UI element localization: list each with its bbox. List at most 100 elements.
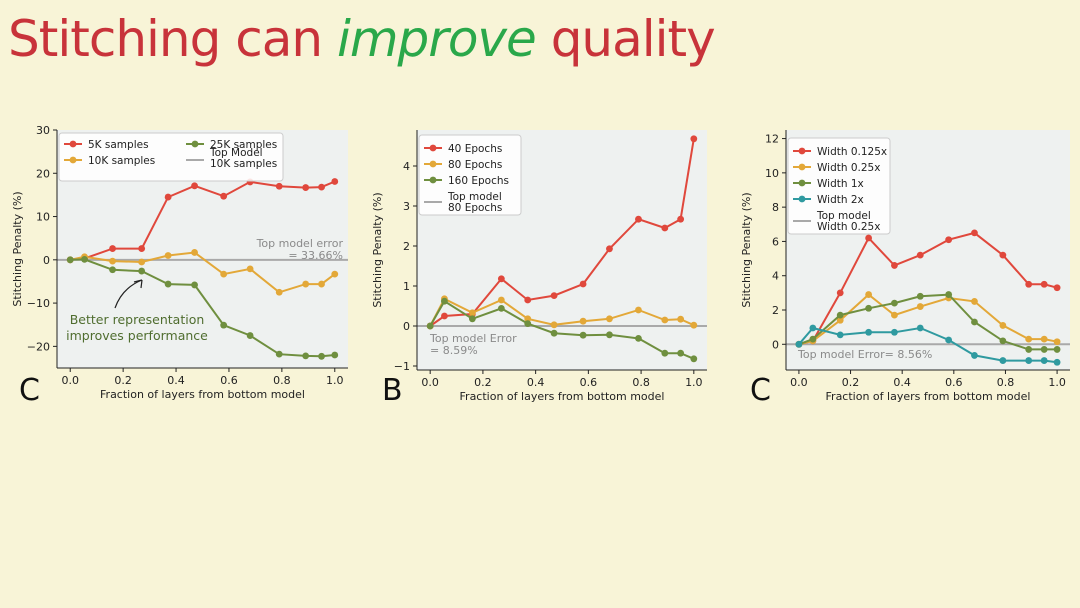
data-point — [164, 252, 172, 259]
data-point — [275, 182, 283, 190]
y-axis-label: Stitching Penalty (%) — [11, 191, 24, 306]
x-tick-label: 0.6 — [580, 376, 598, 389]
y-tick-label: 10 — [765, 167, 779, 180]
legend-marker — [429, 176, 437, 184]
y-tick-label: 10 — [36, 211, 50, 224]
data-point — [606, 245, 613, 253]
data-point — [999, 357, 1007, 364]
y-tick-label: 30 — [36, 124, 50, 137]
legend-label: Width 1x — [817, 178, 864, 190]
data-point — [138, 245, 146, 252]
data-point — [109, 266, 116, 274]
data-point — [81, 255, 88, 263]
data-point — [916, 303, 924, 310]
data-point — [426, 322, 434, 330]
data-point — [865, 304, 873, 312]
data-point — [836, 289, 844, 297]
data-point — [1025, 346, 1033, 353]
x-tick-label: 0.4 — [167, 374, 185, 387]
legend-box — [418, 134, 522, 216]
data-point — [524, 296, 532, 304]
data-point — [1040, 346, 1048, 353]
reference-label: Top model Error= 8.56% — [797, 348, 932, 361]
x-tick-label: 0.2 — [114, 374, 132, 387]
y-tick-label: 6 — [772, 235, 779, 248]
data-point — [1053, 358, 1061, 366]
legend-label: 40 Epochs — [448, 143, 502, 155]
annotation-text: Better representation improves performanc… — [66, 312, 208, 343]
data-point — [971, 352, 978, 359]
data-point — [891, 299, 898, 307]
data-point — [1025, 335, 1033, 343]
data-point — [677, 349, 685, 357]
data-point — [809, 324, 817, 332]
x-tick-label: 0.2 — [474, 376, 492, 389]
x-tick-label: 0.0 — [421, 376, 439, 389]
legend-label: 25K samples — [210, 139, 277, 151]
x-tick-label: 0.8 — [273, 374, 291, 387]
x-tick-label: 0.8 — [997, 376, 1015, 389]
data-point — [999, 251, 1007, 259]
legend-label: Width 0.25x — [817, 162, 880, 174]
data-point — [891, 311, 898, 319]
legend-label: 80 Epochs — [448, 159, 502, 171]
x-tick-label: 0.0 — [61, 374, 79, 387]
x-tick-label: 1.0 — [685, 376, 703, 389]
legend-label: 10K samples — [88, 155, 155, 167]
x-axis-label: Fraction of layers from bottom model — [100, 388, 305, 401]
y-tick-label: −1 — [394, 360, 410, 373]
data-point — [635, 335, 642, 342]
x-axis-label: Fraction of layers from bottom model — [826, 390, 1031, 403]
data-point — [550, 329, 558, 337]
data-point — [916, 251, 924, 259]
data-point — [191, 182, 198, 190]
data-point — [690, 135, 698, 143]
panel-label: B — [382, 373, 403, 408]
x-tick-label: 1.0 — [326, 374, 344, 387]
data-point — [164, 280, 172, 288]
x-tick-label: 0.8 — [632, 376, 650, 389]
data-point — [468, 309, 476, 317]
y-tick-label: 8 — [772, 201, 779, 214]
data-point — [971, 298, 978, 305]
slide-title: Stitching can improve quality — [8, 10, 716, 68]
reference-label: Top model error = 33.66% — [256, 237, 344, 262]
data-point — [138, 267, 146, 275]
data-point — [1053, 284, 1061, 292]
data-point — [220, 192, 228, 200]
x-tick-label: 0.6 — [220, 374, 238, 387]
legend-marker — [798, 195, 806, 203]
data-point — [836, 331, 844, 339]
data-point — [891, 262, 898, 269]
y-tick-label: 2 — [403, 240, 410, 253]
data-point — [246, 265, 254, 273]
annotation-arrow — [114, 279, 143, 309]
legend-label: Width 2x — [817, 194, 864, 206]
data-point — [661, 316, 669, 324]
data-point — [302, 280, 310, 288]
data-point — [579, 280, 587, 288]
legend-label: 160 Epochs — [448, 175, 509, 187]
y-axis-label: Stitching Penalty (%) — [740, 192, 753, 307]
data-point — [635, 215, 642, 223]
legend-marker — [69, 140, 77, 148]
legend-label: Top model Width 0.25x — [816, 210, 880, 233]
data-point — [635, 306, 642, 314]
legend-marker — [429, 144, 437, 152]
data-point — [318, 280, 325, 288]
x-tick-label: 0.6 — [945, 376, 963, 389]
data-point — [331, 270, 339, 278]
legend-marker — [798, 163, 806, 171]
panel-label: C — [19, 373, 40, 408]
legend-label: Top Model 10K samples — [209, 147, 277, 170]
data-point — [524, 315, 532, 323]
data-point — [191, 281, 198, 289]
annotation-arrowhead — [133, 279, 143, 289]
data-point — [302, 352, 310, 360]
data-point — [1040, 335, 1048, 343]
data-point — [1040, 280, 1048, 288]
data-point — [661, 349, 669, 357]
